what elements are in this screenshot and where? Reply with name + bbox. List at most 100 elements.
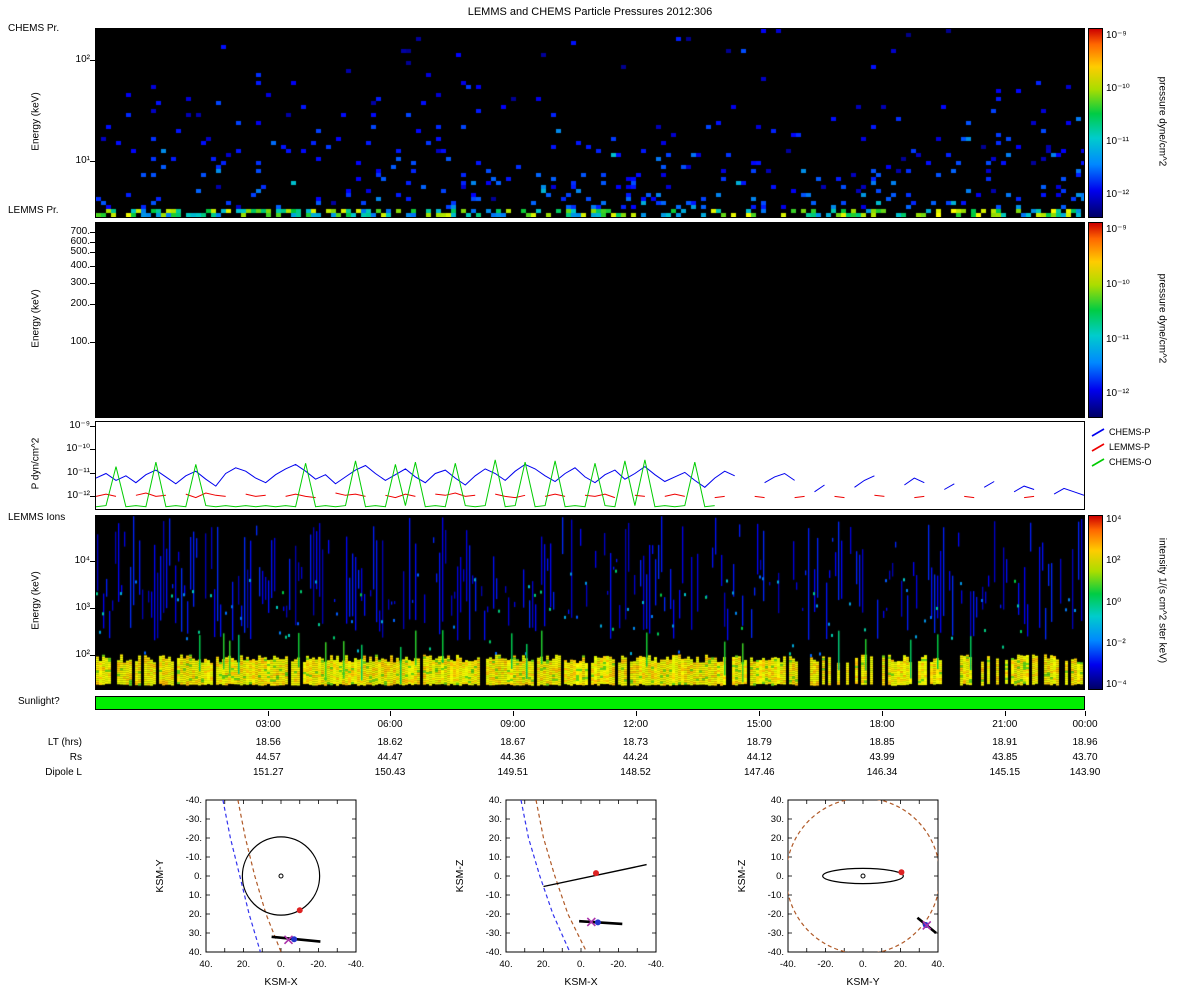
orbit-y-tick-label: -40. (186, 795, 202, 806)
colorbar-tick-label: 10⁻¹¹ (1106, 136, 1130, 147)
y-tick-label: 400. (70, 260, 90, 272)
time-tick-mark (635, 711, 637, 716)
orbit-y-tick-label: -20. (186, 833, 202, 844)
colorbar-tick-label: 10⁻⁹ (1106, 223, 1127, 235)
series-chems-p (95, 463, 1085, 496)
y-tick-mark (90, 60, 95, 62)
orbit-y-axis-label: KSM-Z (736, 859, 748, 892)
y-tick-mark (90, 282, 95, 284)
ephemeris-value: 18.85 (869, 737, 895, 748)
spacecraft-x-marker (283, 935, 294, 945)
time-tick-mark (882, 711, 884, 716)
y-tick-label: 300. (70, 276, 90, 288)
plot-title: LEMMS and CHEMS Particle Pressures 2012:… (467, 6, 713, 18)
ephemeris-value: 43.70 (1072, 752, 1098, 763)
orbit-y-tick-label: -10. (768, 890, 784, 901)
y-tick-mark (90, 449, 95, 451)
orbit-y-tick-label: -30. (486, 928, 502, 939)
orbit-y-tick-label: 20. (189, 909, 202, 920)
ephemeris-value: 44.57 (255, 752, 281, 763)
spacecraft-x-marker (922, 920, 932, 930)
chems-spectrogram-canvas (96, 29, 1084, 217)
colorbar-tick-label: 10⁻¹² (1106, 388, 1130, 400)
legend-line-glyph (1091, 427, 1105, 437)
y-tick-mark (90, 607, 95, 609)
time-tick-label: 09:00 (500, 719, 526, 730)
y-tick-mark (90, 161, 95, 162)
orbit-x-tick-label: -20. (310, 959, 326, 970)
titan-orbit (822, 867, 904, 885)
ephemeris-value: 18.79 (746, 737, 772, 748)
time-tick-label: 18:00 (869, 719, 895, 730)
ephemeris-value: 146.34 (866, 767, 898, 778)
pressure-lineplot-panel (95, 421, 1085, 510)
orbit-y-tick-label: 0. (194, 871, 202, 882)
y-tick-mark (90, 241, 95, 243)
magnetopause-curve (535, 800, 588, 952)
orbit-y-tick-label: 30. (771, 814, 784, 825)
orbit-x-axis-label: KSM-X (264, 976, 297, 988)
magnetopause-curve (237, 800, 282, 952)
titan-position-dot (593, 870, 599, 877)
y-tick-mark (90, 266, 95, 268)
label-sunlight: Sunlight? (18, 696, 60, 707)
label-lemms-ions: LEMMS Ions (8, 512, 66, 523)
orbit-y-tick-label: -40. (768, 947, 784, 958)
legend-entry: CHEMS-P (1090, 424, 1152, 439)
bowshock-curve (222, 800, 261, 952)
y-tick-label: 10² (75, 54, 90, 66)
orbit-y-tick-label: 0. (494, 871, 502, 882)
ions-spectrogram-canvas (96, 516, 1084, 689)
ephemeris-value: 44.47 (377, 752, 403, 763)
colorbar-tick-label: 10⁻⁹ (1106, 29, 1127, 41)
time-tick-label: 00:00 (1072, 719, 1098, 730)
orbit-x-tick-label: 40. (199, 959, 212, 970)
legend-label: CHEMS-O (1109, 456, 1152, 467)
ephemeris-value: 43.99 (869, 752, 895, 763)
orbit-x-tick-label: -40. (780, 959, 796, 970)
titan-position-dot (296, 907, 303, 914)
time-tick-label: 03:00 (255, 719, 281, 730)
colorbar-tick-label: 10⁰ (1106, 596, 1122, 608)
legend-line-glyph (1091, 442, 1105, 452)
orbit-x-tick-label: 0. (859, 959, 867, 970)
orbit-y-tick-label: 40. (189, 947, 202, 958)
y-tick-label: 700. (70, 225, 90, 237)
sunlight-status-bar (95, 696, 1085, 710)
legend-label: CHEMS-P (1109, 426, 1151, 437)
ephemeris-value: 150.43 (374, 767, 406, 778)
orbit-y-tick-label: 30. (189, 928, 202, 939)
orbit-y-axis-label: KSM-Z (454, 859, 466, 892)
y-tick-mark (90, 560, 95, 562)
colorbar-pressure-lemms (1088, 222, 1103, 418)
orbit-x-axis-label: KSM-X (564, 976, 597, 988)
ephemeris-value: 18.67 (500, 737, 526, 748)
ephemeris-row-label: Dipole L (45, 767, 82, 778)
y-tick-mark (90, 472, 95, 474)
ephemeris-value: 18.62 (377, 737, 403, 748)
orbit-y-tick-label: 40. (771, 795, 784, 806)
titan-orbit (241, 836, 321, 916)
time-tick-label: 12:00 (623, 719, 649, 730)
y-tick-mark (90, 231, 95, 233)
orbit-y-tick-label: 10. (489, 852, 502, 863)
orbit-x-tick-label: -20. (610, 959, 626, 970)
ephemeris-value: 151.27 (252, 767, 284, 778)
y-tick-label: 10⁻⁹ (69, 419, 90, 431)
spacecraft-x-marker (586, 917, 596, 927)
ephemeris-value: 18.96 (1072, 737, 1098, 748)
y-tick-mark (90, 304, 95, 306)
chems-spectrogram-panel (95, 28, 1085, 218)
colorbar-tick-label: 10⁻⁴ (1106, 678, 1127, 690)
y-tick-mark (90, 655, 95, 656)
series-chems-o (95, 459, 715, 508)
y-tick-label: 10² (75, 649, 90, 660)
ephemeris-value: 18.91 (992, 737, 1018, 748)
series-lemms-p (95, 492, 1035, 499)
ephemeris-value: 44.24 (623, 752, 649, 763)
ephemeris-value: 44.12 (746, 752, 772, 763)
orbit-x-axis-label: KSM-Y (846, 976, 879, 988)
orbit-plot-frame (505, 799, 657, 953)
orbit-y-tick-label: 20. (771, 833, 784, 844)
